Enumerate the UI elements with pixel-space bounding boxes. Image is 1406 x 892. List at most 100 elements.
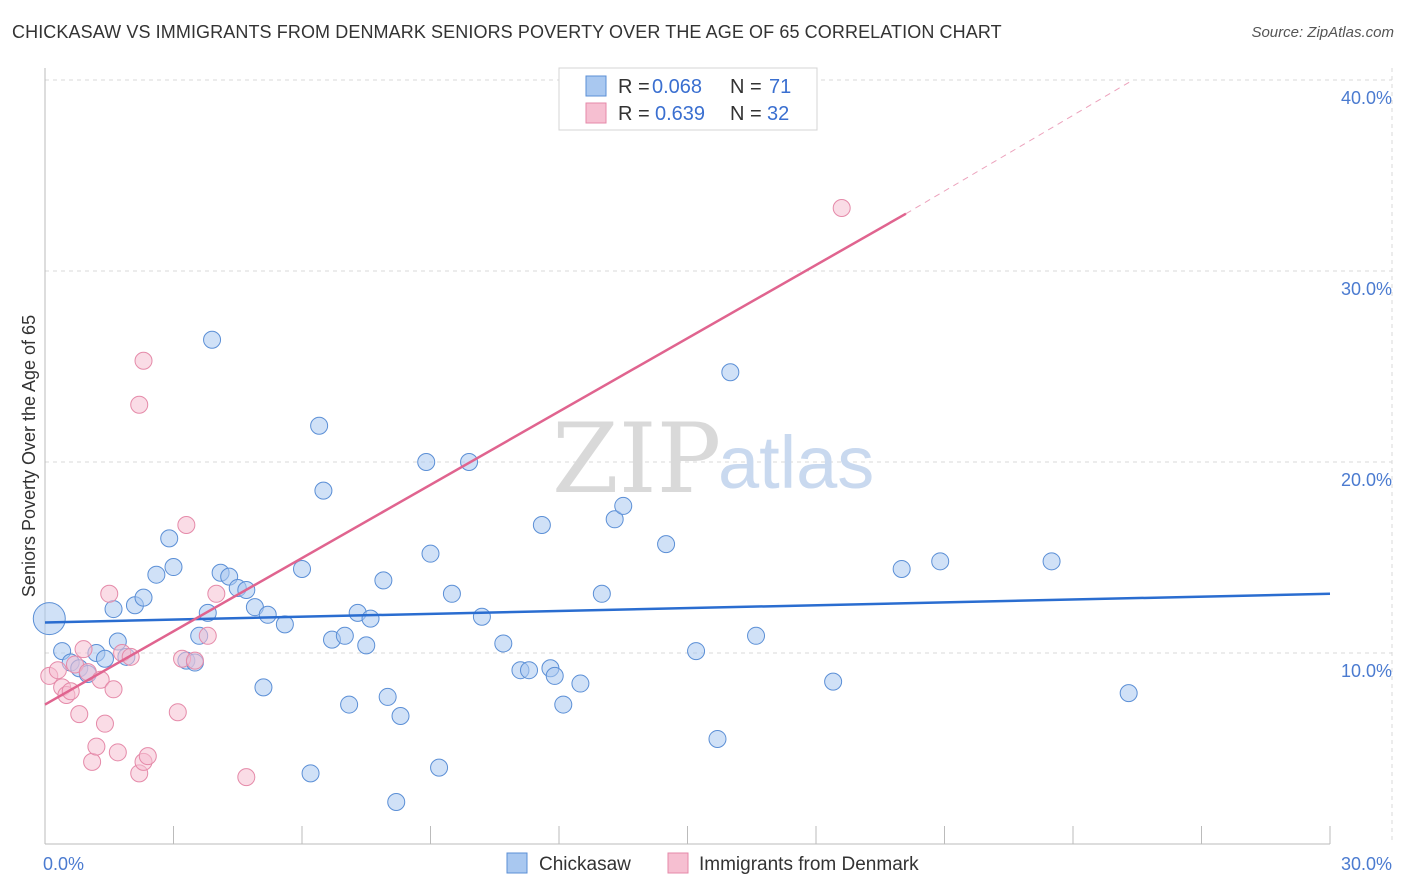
chickasaw-point <box>1042 552 1061 571</box>
chickasaw-point <box>32 602 66 636</box>
denmark-point <box>74 640 93 659</box>
chickasaw-trend-line <box>44 592 1331 624</box>
y-axis-label: Seniors Poverty Over the Age of 65 <box>19 315 39 597</box>
denmark-point <box>108 743 127 762</box>
denmark-point <box>100 584 119 603</box>
chickasaw-point <box>721 363 740 382</box>
legend-n-label-2: N = <box>730 103 762 125</box>
chickasaw-point <box>592 584 611 603</box>
watermark: ZIP atlas <box>552 403 874 515</box>
chickasaw-point <box>545 666 564 685</box>
denmark-point <box>138 747 157 766</box>
chickasaw-point <box>892 559 911 578</box>
denmark-point <box>185 651 204 670</box>
chickasaw-point <box>614 496 633 515</box>
chickasaw-point <box>532 516 551 535</box>
chickasaw-point <box>430 758 449 777</box>
trend-lines <box>44 79 1331 706</box>
chickasaw-point <box>104 600 123 619</box>
denmark-point <box>48 661 67 680</box>
x-tick-label-max: 30.0% <box>1341 854 1392 874</box>
chickasaw-point <box>494 634 513 653</box>
y-tick-label-4: 40.0% <box>1341 88 1392 108</box>
denmark-point <box>95 714 114 733</box>
y-tick-label-3: 30.0% <box>1341 279 1392 299</box>
chart-title: CHICKASAW VS IMMIGRANTS FROM DENMARK SEN… <box>12 22 1002 42</box>
chickasaw-point <box>708 729 727 748</box>
denmark-point <box>168 703 187 722</box>
denmark-point <box>104 680 123 699</box>
chickasaw-point <box>254 678 273 697</box>
source-credit: Source: ZipAtlas.com <box>1251 24 1394 41</box>
chickasaw-point <box>520 661 539 680</box>
chickasaw-point <box>387 792 406 811</box>
legend-swatch-denmark <box>585 102 607 124</box>
chickasaw-point <box>442 584 461 603</box>
chickasaw-point <box>160 529 179 548</box>
chickasaw-point <box>357 636 376 655</box>
denmark-point <box>198 626 217 645</box>
axes <box>44 68 1331 845</box>
denmark-point <box>832 198 851 217</box>
legend-r-label-2: R = <box>618 103 650 125</box>
chickasaw-point <box>293 559 311 578</box>
denmark-point <box>207 584 226 603</box>
bottom-legend-label-denmark: Immigrants from Denmark <box>699 854 919 875</box>
chickasaw-point <box>314 481 333 500</box>
chickasaw-point <box>687 642 706 661</box>
legend-n-label-1: N = <box>730 76 762 98</box>
denmark-points <box>40 198 851 787</box>
chickasaw-point <box>258 605 277 624</box>
watermark-atlas: atlas <box>718 421 874 504</box>
denmark-point <box>130 395 149 414</box>
chickasaw-point <box>421 544 440 563</box>
chickasaw-point <box>203 330 222 349</box>
denmark-trend-line <box>44 212 907 706</box>
chickasaw-point <box>134 588 153 607</box>
chickasaw-point <box>472 607 491 626</box>
series-legend: Chickasaw Immigrants from Denmark <box>506 852 919 875</box>
bottom-legend-swatch-denmark <box>667 852 689 874</box>
chickasaw-point <box>361 609 380 628</box>
grid-lines <box>45 68 1393 844</box>
bottom-legend-label-chickasaw: Chickasaw <box>539 854 631 875</box>
legend-r-value-1: 0.068 <box>652 76 702 98</box>
chickasaw-point <box>391 707 410 726</box>
y-tick-label-1: 10.0% <box>1341 661 1392 681</box>
denmark-point <box>70 705 89 724</box>
chickasaw-point <box>335 626 354 645</box>
y-tick-label-2: 20.0% <box>1341 470 1392 490</box>
tick-labels: 10.0% 20.0% 30.0% 40.0% 0.0% 30.0% <box>43 88 1392 874</box>
chickasaw-point <box>571 674 590 693</box>
denmark-point <box>83 752 102 771</box>
x-tick-label-min: 0.0% <box>43 854 84 874</box>
chickasaw-point <box>164 558 183 577</box>
chickasaw-point <box>147 565 166 584</box>
legend-r-value-2: 0.639 <box>655 103 705 125</box>
watermark-zip: ZIP <box>552 403 721 515</box>
chickasaw-point <box>417 453 436 471</box>
chickasaw-point <box>554 695 573 714</box>
denmark-trend-extension <box>905 79 1134 215</box>
chickasaw-point <box>374 571 393 590</box>
correlation-legend: R = 0.068 N = 71 R = 0.639 N = 32 <box>558 67 818 131</box>
denmark-point <box>237 768 256 787</box>
legend-r-label-1: R = <box>618 76 650 98</box>
bottom-legend-swatch-chickasaw <box>506 852 528 874</box>
chickasaw-point <box>605 510 624 529</box>
chickasaw-point <box>1119 684 1138 703</box>
chickasaw-point <box>747 626 766 645</box>
legend-n-value-1: 71 <box>769 76 791 98</box>
legend-swatch-chickasaw <box>585 75 607 97</box>
legend-n-value-2: 32 <box>767 103 789 125</box>
chickasaw-point <box>378 687 397 706</box>
denmark-point <box>134 351 153 370</box>
denmark-point <box>177 516 196 535</box>
chickasaw-point <box>824 672 843 691</box>
chickasaw-point <box>95 649 114 668</box>
denmark-point <box>87 737 106 756</box>
chickasaw-point <box>301 764 320 783</box>
chickasaw-point <box>340 695 359 714</box>
chickasaw-point <box>310 416 329 435</box>
